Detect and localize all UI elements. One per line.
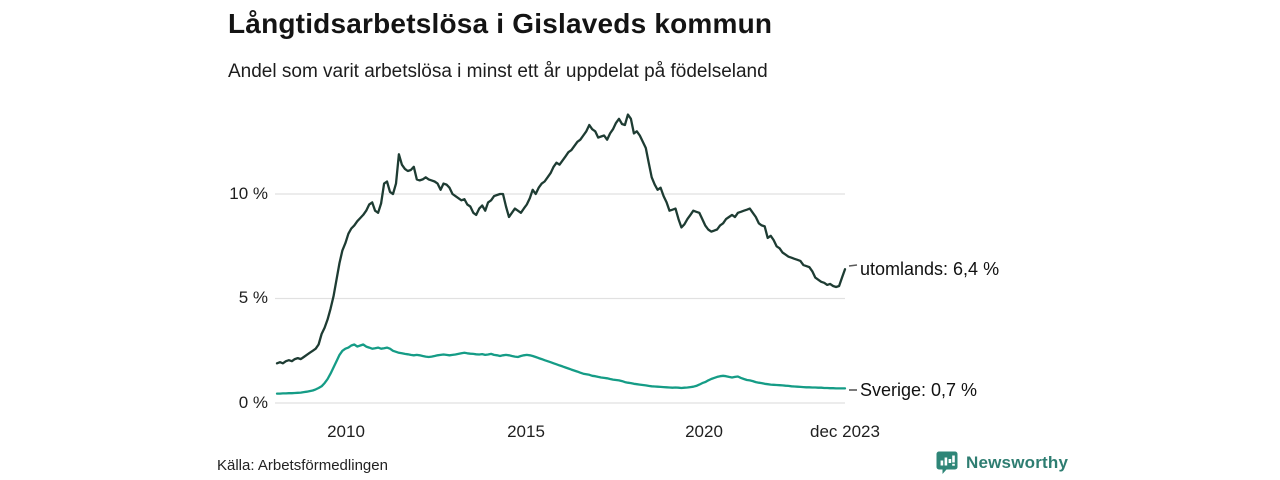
newsworthy-icon	[936, 451, 958, 474]
exclamation-dot-icon	[952, 463, 955, 466]
newsworthy-logo: Newsworthy	[936, 451, 1068, 475]
x-tick-2020: 2020	[685, 422, 723, 441]
utomlands-line	[275, 113, 847, 365]
source-note: Källa: Arbetsförmedlingen	[217, 457, 388, 474]
y-tick-10: 10 %	[229, 184, 268, 203]
chart-subtitle: Andel som varit arbetslösa i minst ett å…	[228, 61, 768, 82]
sverige-line	[275, 343, 847, 395]
x-tick-2010: 2010	[327, 422, 365, 441]
sverige-annotation: Sverige: 0,7 %	[860, 380, 978, 400]
x-tick-dec2023: dec 2023	[810, 422, 880, 441]
page-title: Långtidsarbetslösa i Gislaveds kommun	[228, 8, 773, 39]
y-tick-0: 0 %	[238, 393, 268, 412]
bar-tall-icon	[944, 457, 948, 466]
exclamation-stem-icon	[952, 455, 955, 463]
utomlands-annotation: utomlands: 6,4 %	[860, 259, 1000, 279]
bar-small-icon	[940, 460, 944, 466]
x-tick-2015: 2015	[507, 422, 545, 441]
y-tick-5: 5 %	[238, 288, 268, 307]
utomlands-label-dash	[848, 264, 858, 267]
brand-name: Newsworthy	[966, 453, 1069, 472]
bar-medium-icon	[948, 459, 952, 463]
